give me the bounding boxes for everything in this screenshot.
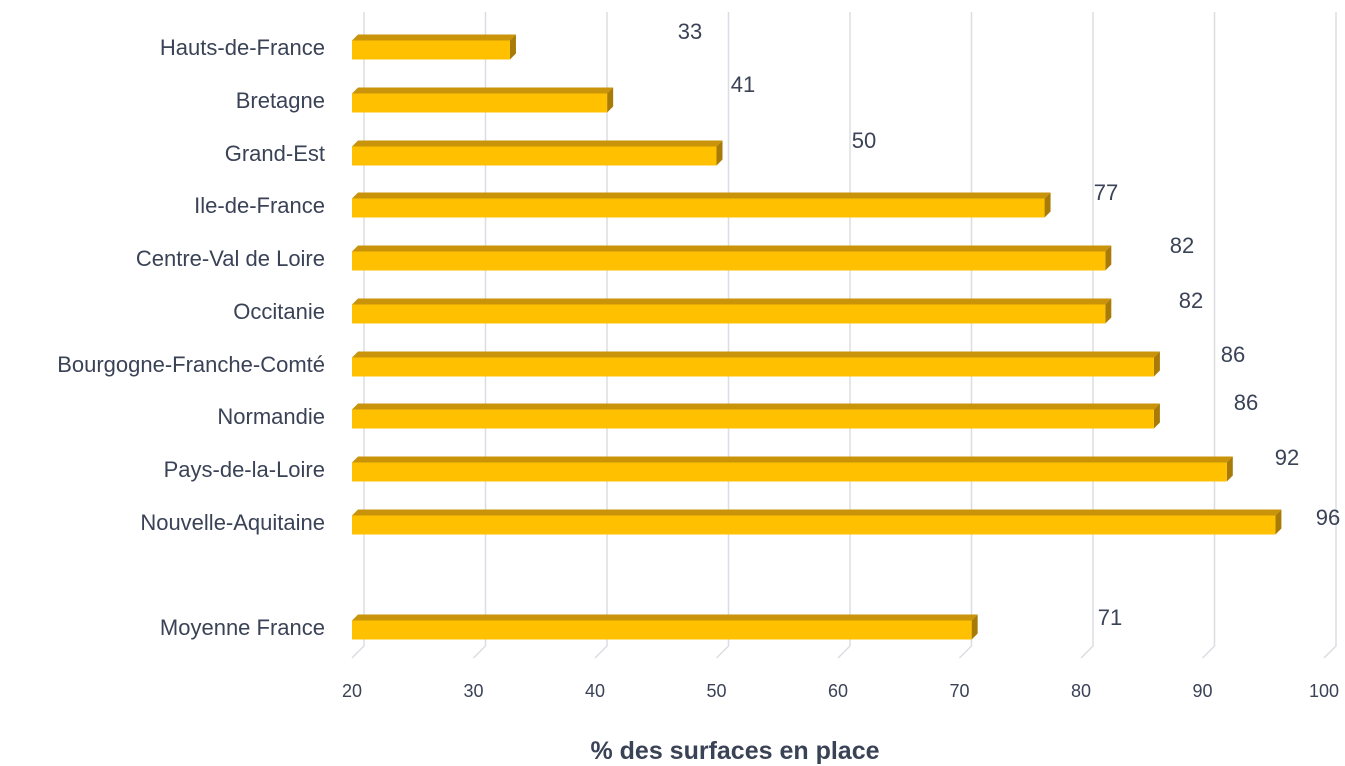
category-label-centre-val-de-loire: Centre-Val de Loire <box>136 246 325 271</box>
bar-nouvelle-aquitaine <box>352 509 1282 535</box>
bar-centre-val-de-loire <box>352 245 1112 271</box>
category-label-occitanie: Occitanie <box>233 299 325 324</box>
data-label-normandie: 86 <box>1234 390 1258 415</box>
bar-top-face <box>352 192 1051 199</box>
x-tick-label-40: 40 <box>585 681 605 701</box>
category-label-pays-de-la-loire: Pays-de-la-Loire <box>164 457 325 482</box>
bar-moyenne-france <box>352 614 978 640</box>
data-label-nouvelle-aquitaine: 96 <box>1316 505 1340 530</box>
bar-front-face <box>352 146 717 166</box>
bar-bretagne <box>352 87 614 113</box>
bar-top-face <box>352 34 516 41</box>
bar-top-face <box>352 509 1282 516</box>
x-axis-tick-labels: 20 30 40 50 60 70 80 90 100 <box>342 681 1339 701</box>
data-labels: 33 41 50 77 82 82 86 86 92 96 71 <box>678 19 1340 630</box>
gridline-70 <box>958 12 973 659</box>
category-label-ile-de-france: Ile-de-France <box>194 193 325 218</box>
data-label-bourgogne-franche-comte: 86 <box>1221 342 1245 367</box>
x-tick-label-80: 80 <box>1071 681 1091 701</box>
category-label-bretagne: Bretagne <box>236 88 325 113</box>
bar-normandie <box>352 403 1160 429</box>
bar-side-face <box>1275 509 1282 535</box>
bar-side-face <box>971 614 978 640</box>
category-label-moyenne-france: Moyenne France <box>160 615 325 640</box>
gridline-20 <box>351 12 365 659</box>
gridline-90 <box>1201 12 1216 659</box>
bar-pays-de-la-loire <box>352 456 1233 482</box>
bar-top-face <box>352 351 1160 358</box>
bar-front-face <box>352 198 1045 218</box>
bar-grand-est <box>352 140 723 166</box>
x-tick-label-50: 50 <box>706 681 726 701</box>
data-label-grand-est: 50 <box>852 128 876 153</box>
bar-side-face <box>1153 403 1160 429</box>
bar-top-face <box>352 87 614 94</box>
bar-front-face <box>352 620 972 640</box>
bar-side-face <box>1153 351 1160 377</box>
bar-front-face <box>352 304 1106 324</box>
data-label-hauts-de-france: 33 <box>678 19 702 44</box>
bar-ile-de-france <box>352 192 1051 218</box>
data-label-bretagne: 41 <box>731 72 755 97</box>
x-tick-label-100: 100 <box>1309 681 1339 701</box>
bar-top-face <box>352 403 1160 410</box>
bar-top-face <box>352 298 1112 305</box>
bar-top-face <box>352 140 723 147</box>
bar-front-face <box>352 40 510 60</box>
bar-top-face <box>352 456 1233 463</box>
category-label-grand-est: Grand-Est <box>225 141 325 166</box>
bar-side-face <box>607 87 614 113</box>
category-labels: Hauts-de-France Bretagne Grand-Est Ile-de-F… <box>57 35 325 640</box>
data-label-moyenne-france: 71 <box>1098 605 1122 630</box>
gridlines <box>351 12 1337 659</box>
x-tick-label-70: 70 <box>949 681 969 701</box>
bar-bourgogne-franche-comte <box>352 351 1160 377</box>
bar-hauts-de-france <box>352 34 516 60</box>
bar-occitanie <box>352 298 1112 324</box>
bar-front-face <box>352 409 1154 429</box>
category-label-normandie: Normandie <box>217 404 325 429</box>
bar-top-face <box>352 245 1112 252</box>
bar-side-face <box>1105 245 1112 271</box>
category-label-nouvelle-aquitaine: Nouvelle-Aquitaine <box>140 510 325 535</box>
bar-side-face <box>509 34 516 60</box>
category-label-hauts-de-france: Hauts-de-France <box>160 35 325 60</box>
gridline-80 <box>1080 12 1094 659</box>
bar-top-face <box>352 614 978 621</box>
gridline-30 <box>472 12 487 659</box>
gridline-60 <box>837 12 851 659</box>
data-label-pays-de-la-loire: 92 <box>1275 445 1299 470</box>
x-tick-label-20: 20 <box>342 681 362 701</box>
data-label-occitanie: 82 <box>1179 288 1203 313</box>
data-label-centre-val-de-loire: 82 <box>1170 233 1194 258</box>
bar-side-face <box>1226 456 1233 482</box>
bar-front-face <box>352 251 1106 271</box>
x-tick-label-90: 90 <box>1192 681 1212 701</box>
x-tick-label-60: 60 <box>828 681 848 701</box>
gridline-100 <box>1323 12 1337 659</box>
bar-front-face <box>352 93 608 113</box>
x-axis-title: % des surfaces en place <box>590 737 879 765</box>
gridline-50 <box>715 12 730 659</box>
bar-front-face <box>352 462 1227 482</box>
data-label-ile-de-france: 77 <box>1094 180 1118 205</box>
bar-side-face <box>1105 298 1112 324</box>
bar-front-face <box>352 515 1276 535</box>
bar-side-face <box>1044 192 1051 218</box>
x-tick-label-30: 30 <box>463 681 483 701</box>
gridline-40 <box>594 12 608 659</box>
bar-side-face <box>716 140 723 166</box>
category-label-bourgogne-franche-comte: Bourgogne-Franche-Comté <box>57 352 325 377</box>
bar-front-face <box>352 357 1154 377</box>
bars <box>352 34 1282 640</box>
